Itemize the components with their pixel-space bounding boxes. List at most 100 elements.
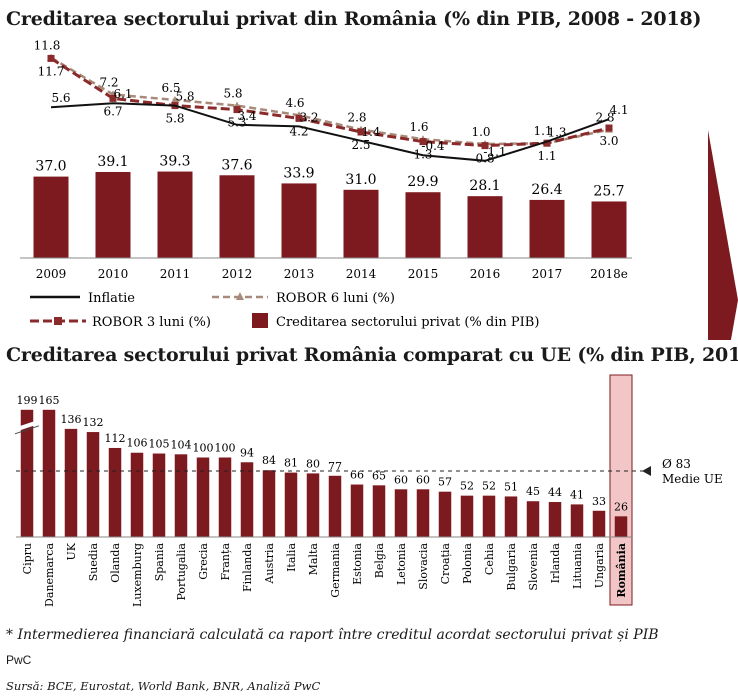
chart2-x-tick-Slovacia: Slovacia (417, 543, 430, 590)
chart1-label-robor3-2012: 5.3 (227, 116, 246, 130)
chart1-marker-robor3-2017 (543, 139, 551, 147)
chart1-label-inflatie-2014: 1.4 (361, 125, 380, 139)
chart1-title: Creditarea sectorului privat din România… (6, 8, 702, 30)
chart2-x-tick-Germania: Germania (329, 543, 342, 598)
chart1-label-inflatie-2016: -1.1 (483, 145, 506, 159)
chart2-x-tick-Estonia: Estonia (351, 543, 364, 585)
chart2-bar-label-Olanda: 112 (105, 432, 126, 445)
chart2-bar-Croația (438, 491, 452, 537)
chart1-line-robor6 (50, 56, 610, 146)
chart2-x-tick-Lituania: Lituania (571, 543, 584, 589)
chart2-bar-Letonia (394, 489, 408, 537)
chart2-bar-label-Spania: 105 (149, 438, 170, 451)
chart2-bar-label-Slovacia: 60 (416, 473, 430, 486)
chart2-x-tick-Ungaria: Ungaria (593, 543, 606, 589)
chart2-x-tick-UK: UK (65, 542, 78, 560)
chart1-bar-label-2014: 31.0 (345, 172, 376, 188)
chart2-bar-label-Ungaria: 33 (592, 495, 606, 508)
chart2-bar-label-Bulgaria: 51 (504, 480, 518, 493)
chart1-label-robor6-2014: 2.8 (347, 111, 366, 125)
chart1-label-robor3-2010: 6.7 (103, 104, 122, 118)
chart1-label-robor6-2017: 1.1 (533, 124, 552, 138)
chart1-label-robor6-2012: 5.8 (223, 87, 242, 101)
footnote: * Intermedierea financiară calculată ca … (6, 627, 659, 643)
chart2-bar-label-Irlanda: 44 (548, 486, 562, 499)
chart2-bar-label-România: 26 (614, 500, 628, 513)
chart2-bar-Irlanda (548, 502, 562, 537)
chart1-bar-2009 (33, 176, 69, 258)
chart2-bar-label-Austria: 84 (262, 454, 276, 467)
chart1-label-inflatie-2013: 3.2 (299, 110, 318, 124)
chart2-bar-label-Portugalia: 104 (171, 438, 192, 451)
chart2-x-tick-Portugalia: Portugalia (175, 543, 188, 601)
chart1-x-tick-2016: 2016 (470, 267, 501, 281)
chart1-x-tick-2011: 2011 (160, 267, 191, 281)
chart1-bar-label-2013: 33.9 (283, 165, 314, 181)
chart2-x-tick-Franța: Franța (219, 543, 232, 581)
chart2-x-tick-Slovenia: Slovenia (527, 543, 540, 591)
chart2-bar-Olanda (108, 447, 122, 537)
chart2-bar-Luxemburg (130, 452, 144, 537)
chart2-bar-România (614, 516, 628, 537)
chart2-bar-Belgia (372, 485, 386, 537)
chart1-label-robor6-2013: 4.6 (285, 96, 304, 110)
chart1-bar-2010 (95, 171, 131, 258)
chart1-label-robor3-2009: 11.7 (38, 64, 65, 78)
chart2-bar-label-Franța: 100 (215, 442, 236, 455)
chart1-x-tick-2015: 2015 (408, 267, 439, 281)
chart2-bar-label-Suedia: 132 (83, 416, 104, 429)
chart2-bar-label-Polonia: 52 (460, 480, 474, 493)
chart2-x-tick-Belgia: Belgia (373, 543, 386, 579)
legend-label-robor3: ROBOR 3 luni (%) (92, 315, 211, 330)
chart1-credit-romania: 37.0 39.1 39.3 37.6 33.9 31.0 29.9 28.1 26.4 25.7… (20, 39, 738, 340)
chart1-label-inflatie-2015: -0.4 (421, 139, 445, 153)
chart1-marker-robor3-2014 (357, 128, 365, 136)
chart2-bar-label-UK: 136 (61, 413, 82, 426)
chart2-x-tick-Danemarca: Danemarca (43, 543, 56, 607)
chart1-marker-robor3-2013 (295, 114, 303, 122)
chart2-bar-Germania (328, 475, 342, 537)
chart1-label-inflatie-2018e: 4.1 (609, 103, 628, 117)
legend-swatch-credit (252, 313, 268, 328)
chart2-bar-Slovenia (526, 501, 540, 537)
chart1-label-inflatie-2011: 5.8 (175, 90, 194, 104)
chart1-label-robor6-2018e: 2.8 (595, 111, 614, 125)
chart2-x-tick-Letonia: Letonia (395, 543, 408, 585)
chart2-bar-label-Grecia: 100 (193, 442, 214, 455)
chart2-x-tick-Grecia: Grecia (197, 543, 210, 580)
chart2-bar-label-Finlanda: 94 (240, 446, 254, 459)
chart1-marker-robor3-2010 (109, 94, 117, 102)
chart2-bar-Cehia (482, 495, 496, 537)
chart2-x-tick-Olanda: Olanda (109, 543, 122, 583)
chart1-bar-label-2015: 29.9 (407, 174, 438, 190)
chart1-x-tick-2014: 2014 (346, 267, 377, 281)
chart2-title: Creditarea sectorului privat România com… (6, 344, 738, 366)
chart1-bar-2013 (281, 183, 317, 258)
chart2-x-tick-Cehia: Cehia (483, 543, 496, 576)
chart1-label-robor6-2009: 11.8 (34, 39, 61, 53)
chart2-bar-Spania (152, 453, 166, 537)
chart2-bar-Finlanda (240, 462, 254, 537)
brand-label: PwC (6, 653, 32, 667)
chart2-credit-eu-comparison: 199 Cipru 165 Danemarca 136 UK 132 Suedia 112 Ola… (14, 374, 723, 607)
chart2-bar-Italia (284, 472, 298, 537)
chart1-line-robor3 (50, 57, 610, 148)
chart2-bar-UK (64, 428, 78, 537)
chart2-bar-Danemarca (42, 409, 56, 537)
chart2-x-tick-Suedia: Suedia (87, 543, 100, 582)
chart2-bar-label-Letonia: 60 (394, 473, 408, 486)
chart2-bar-label-Lituania: 41 (570, 488, 584, 501)
chart1-bar-label-2011: 39.3 (159, 154, 190, 170)
chart1-bar-2017 (529, 199, 565, 258)
chart2-bar-Lituania (570, 504, 584, 537)
legend-marker-robor3 (54, 317, 62, 325)
chart2-x-tick-România: România (615, 543, 628, 598)
chart1-x-tick-2009: 2009 (36, 267, 67, 281)
chart1-label-robor3-2017: 1.1 (537, 149, 556, 163)
chart2-bar-label-Danemarca: 165 (39, 394, 60, 407)
chart2-bar-Franța (218, 457, 232, 537)
chart2-bar-label-Malta: 80 (306, 457, 320, 470)
chart2-bar-Slovacia (416, 489, 430, 537)
chart1-label-inflatie-2012: 3.4 (237, 109, 256, 123)
chart1-label-robor3-2018e: 3.0 (599, 134, 618, 148)
